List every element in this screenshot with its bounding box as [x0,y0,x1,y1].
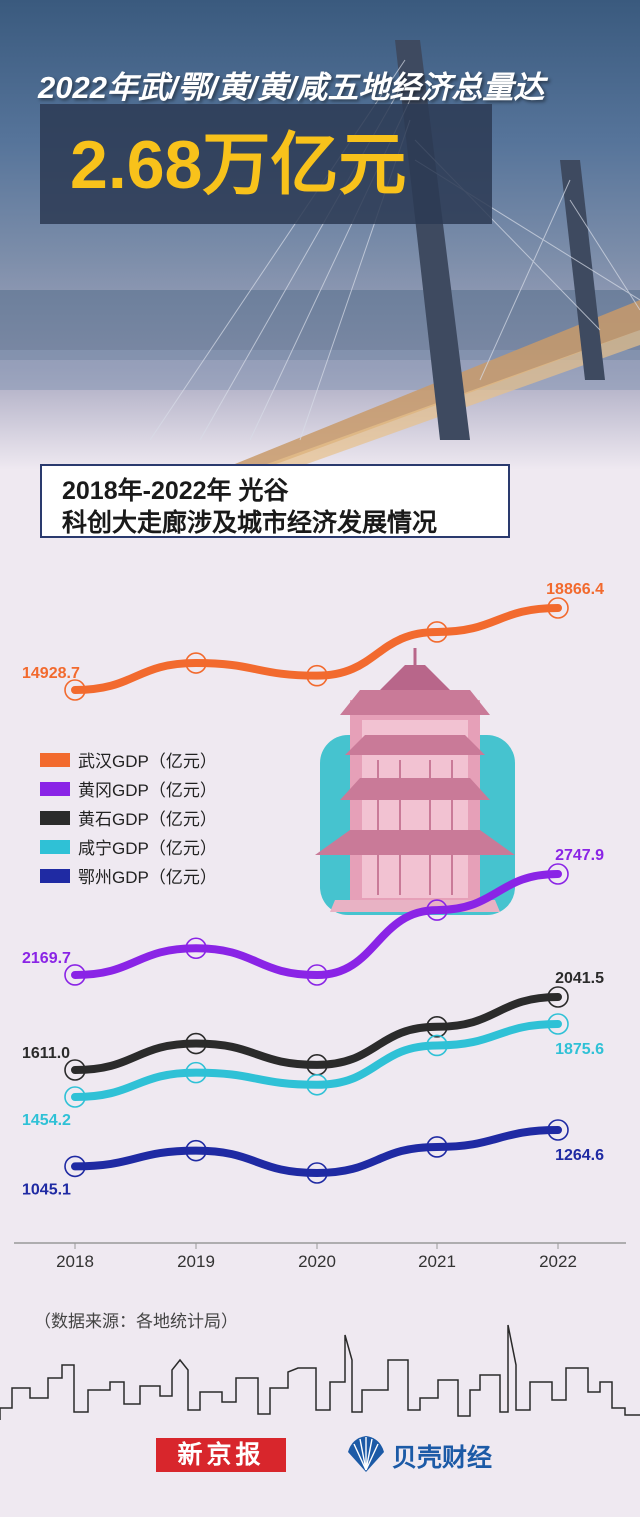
data-point [306,664,328,687]
subtitle-box [40,464,510,538]
pavilion-illustration [315,648,515,915]
data-label-first: 1045.1 [22,1181,71,1198]
data-point [64,1059,86,1081]
series-line [71,604,562,694]
data-point [64,1086,86,1108]
data-point [185,652,207,674]
legend-label: 武汉GDP（亿元） [78,752,217,771]
data-point [426,621,448,643]
beike-shell-icon [348,1436,384,1472]
xinjingbao-logo-text: 新京报 [177,1440,265,1469]
data-label-last: 2747.9 [555,847,604,864]
legend-label: 黄石GDP（亿元） [78,810,217,829]
legend-label: 黄冈GDP（亿元） [78,781,217,800]
legend-label: 咸宁GDP（亿元） [78,839,217,858]
data-label-last: 18866.4 [546,581,604,598]
subtitle-line-2: 科创大走廊涉及城市经济发展情况 [62,509,438,537]
data-point [306,1162,328,1184]
data-label-first: 1611.0 [22,1045,70,1062]
city-skyline-illustration [0,1324,640,1420]
data-point [306,1073,328,1096]
bridge-illustration [0,40,640,470]
total-value-box [40,104,492,224]
xinjingbao-logo: 新京报 [156,1438,286,1472]
data-point [426,899,448,921]
data-label-last: 1875.6 [555,1041,604,1058]
data-point [426,1016,448,1038]
data-point [64,679,86,701]
legend-swatch [40,752,70,767]
data-point [185,1139,207,1162]
data-point [547,1013,569,1035]
legend-item: 黄冈GDP（亿元） [40,774,217,803]
data-point [547,597,569,619]
subtitle-line-1: 2018年-2022年 光谷 [62,477,289,505]
legend-swatch [40,839,70,854]
series-line [71,993,562,1074]
legend-swatch [40,868,70,883]
chart-legend: 武汉GDP（亿元） 黄冈GDP（亿元） 黄石GDP（亿元） 咸宁GDP（亿元） 鄂州GD… [40,745,217,890]
headline: 2022年武/鄂/黄/黄/咸五地经济总量达 [38,70,545,105]
x-tick-label: 2022 [539,1252,577,1271]
x-tick-label: 2019 [177,1252,215,1271]
data-point [547,1119,569,1141]
legend-swatch [40,781,70,796]
total-value: 2.68万亿元 [70,127,407,203]
series-line [71,1020,562,1101]
x-tick-label: 2021 [418,1252,456,1271]
legend-item: 咸宁GDP（亿元） [40,832,217,861]
x-tick-label: 2020 [298,1252,336,1271]
hero-banner [0,0,640,470]
data-point [547,863,569,885]
legend-swatch [40,810,70,825]
data-label-first: 2169.7 [22,950,71,967]
series-line [71,870,562,980]
data-label-last: 2041.5 [555,970,604,987]
data-point [64,964,86,986]
data-point [426,1034,448,1057]
data-point [306,964,328,986]
legend-item: 黄石GDP（亿元） [40,803,217,832]
legend-item: 武汉GDP（亿元） [40,745,217,774]
data-source-note: （数据来源：各地统计局） [34,1312,238,1331]
data-point [185,937,207,960]
gdp-line-chart: 2018 2019 2020 2021 2022 14928.7 18866.4 2169.… [14,581,626,1271]
x-tick-label: 2018 [56,1252,94,1271]
data-point [547,986,569,1008]
legend-label: 鄂州GDP（亿元） [78,868,217,887]
legend-item: 鄂州GDP（亿元） [40,861,217,890]
data-label-last: 1264.6 [555,1147,604,1164]
series-line [71,1126,562,1178]
beike-logo-text: 贝壳财经 [392,1444,493,1472]
data-point [64,1155,86,1178]
data-label-first: 1454.2 [22,1112,71,1129]
data-point [185,1061,207,1084]
data-point [426,1136,448,1158]
data-point [185,1032,207,1055]
data-label-first: 14928.7 [22,665,80,682]
